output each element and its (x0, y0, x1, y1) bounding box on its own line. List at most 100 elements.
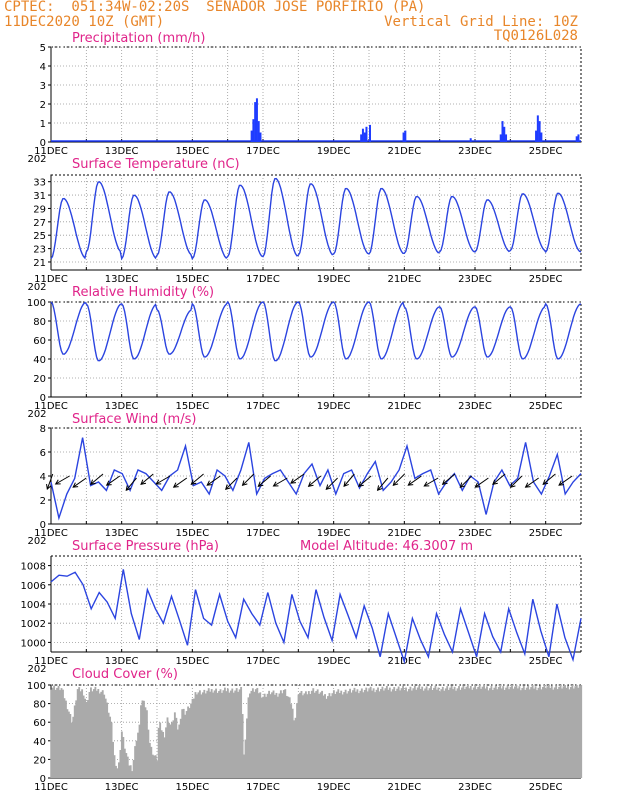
x-tick-label: 21DEC (387, 274, 421, 285)
cloud-bar (244, 739, 247, 778)
cloud-bar (299, 692, 301, 778)
cloud-bar (278, 693, 281, 778)
cloud-bar (172, 720, 175, 778)
y-tick-label: 21 (33, 258, 46, 269)
cloud-bar (135, 740, 138, 778)
cloud-bar (128, 765, 131, 778)
y-tick-label: 33 (33, 178, 46, 189)
y-tick-label: 4 (40, 62, 46, 73)
cloud-bar (210, 689, 213, 778)
cloud-bar (539, 685, 541, 778)
cloud-bar (319, 692, 322, 778)
cloud-bar (162, 731, 165, 778)
y-tick-label: 29 (33, 204, 46, 215)
cloud-bar (85, 701, 88, 778)
x-tick-label: 15DEC (175, 401, 209, 412)
precip-bar (360, 134, 363, 142)
cloud-bar (447, 689, 450, 778)
cloud-bar (91, 691, 94, 778)
cloud-bar (53, 685, 56, 778)
cloud-bar (247, 697, 250, 778)
precip-bar (536, 115, 539, 142)
cloud-bar (240, 686, 243, 778)
x-tick-label: 19DEC (317, 528, 351, 539)
cloud-bar (508, 689, 510, 778)
precip-bar (577, 134, 580, 142)
cloud-bar (331, 693, 334, 778)
cloud-bar (449, 687, 452, 778)
cloud-bar (558, 686, 561, 778)
y-tick-label: 20 (33, 755, 46, 766)
cloud-bar (137, 732, 139, 778)
cloud-bar (425, 686, 428, 778)
x-tick-label: 23DEC (458, 401, 492, 412)
cloud-bar (88, 691, 91, 778)
wind-arrow-head (325, 484, 332, 491)
panel-title-precip: Precipitation (mm/h) (72, 31, 205, 46)
cloud-bar (455, 690, 457, 778)
cloud-bar (312, 688, 315, 778)
y-tick-label: 1002 (21, 619, 46, 630)
cloud-bar (251, 688, 254, 778)
cloud-bar (92, 689, 95, 778)
cloud-bar (259, 692, 262, 778)
cloud-bar (552, 689, 555, 778)
cloud-bar (541, 687, 544, 778)
wind-arrow-head (272, 481, 279, 487)
cloud-bar (168, 722, 170, 778)
y-tick-label: 0 (40, 774, 46, 785)
cloud-bar (365, 687, 368, 778)
cloud-bar (402, 685, 404, 778)
cloud-bar (440, 689, 443, 778)
x-tick-label: 13DEC (105, 782, 139, 793)
wind-arrow-head (492, 479, 498, 485)
cloud-bar (290, 704, 293, 778)
header-grid-line: Vertical Grid Line: 10Z (384, 14, 578, 30)
cloud-bar (375, 689, 378, 778)
cloud-bar (110, 722, 113, 778)
cloud-bar (477, 687, 480, 778)
cloud-bar (140, 705, 142, 778)
panel-precip: 0 1 2 3 4 5 11DEC 13DEC 15DEC 17DEC 19DEC 21DEC 23DE… (27, 31, 582, 165)
wind-arrow-head (423, 481, 430, 487)
cloud-bar (480, 688, 483, 778)
cloud-bar (193, 698, 195, 778)
cloud-bar (253, 691, 256, 778)
wind-arrow-head (155, 479, 162, 485)
cloud-bar (518, 686, 521, 778)
wind-arrow-shaft (325, 477, 338, 490)
cloud-bar (231, 688, 234, 778)
y-tick-label: 80 (33, 317, 46, 328)
cloud-bar (120, 731, 123, 778)
series-line-wind (50, 437, 582, 521)
wind-arrow-head (140, 479, 147, 485)
cloud-bar (150, 746, 153, 778)
cloud-bar (453, 686, 456, 778)
cloud-bar (409, 686, 412, 778)
wind-arrow-shaft (407, 475, 422, 486)
cloud-bar (422, 690, 425, 778)
cloud-bar (256, 687, 259, 778)
cloud-bar (266, 693, 269, 778)
x-tick-label: 13DEC (105, 274, 139, 285)
y-tick-label: 60 (33, 336, 46, 347)
cloud-bar (399, 690, 402, 778)
wind-arrow-shaft (308, 475, 322, 487)
cloud-bar (75, 700, 78, 778)
cloud-bar (188, 708, 191, 778)
wind-arrow-shaft (392, 473, 405, 486)
cloud-bar (293, 720, 296, 778)
precip-bar (252, 119, 255, 142)
cloud-bar (288, 697, 291, 778)
wind-arrow-shaft (173, 477, 188, 488)
cloud-bar (196, 694, 198, 778)
y-tick-label: 1000 (21, 638, 46, 649)
cloud-bar (129, 765, 132, 778)
cloud-bar (179, 718, 182, 778)
x-year-fragment: 202 (27, 536, 46, 547)
header-station: CPTEC: 051:34W-02:20S SENADOR JOSE PORFI… (4, 0, 426, 15)
x-tick-label: 19DEC (317, 656, 351, 667)
cloud-bar (125, 753, 128, 778)
x-year-fragment: 202 (27, 154, 46, 165)
cloud-bar (223, 687, 226, 778)
